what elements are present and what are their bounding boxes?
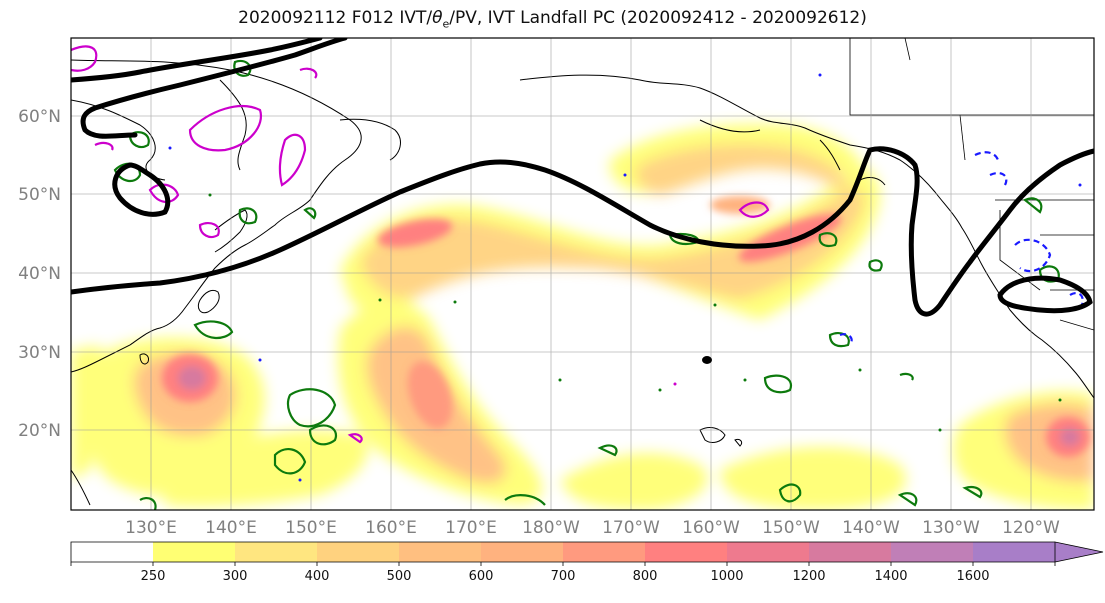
lon-label: 170°E	[445, 518, 497, 538]
lon-label: 150°W	[762, 518, 820, 538]
lon-label: 150°E	[285, 518, 337, 538]
map-frame	[70, 37, 1095, 511]
colorbar-segment	[809, 542, 892, 562]
lat-label: 20°N	[18, 421, 61, 441]
colorbar-label: 1200	[792, 569, 825, 584]
colorbar-segment	[399, 542, 482, 562]
lon-label: 130°W	[922, 518, 980, 538]
lat-label: 50°N	[18, 185, 61, 205]
colorbar-label: 1000	[710, 569, 743, 584]
colorbar-segment	[235, 542, 318, 562]
colorbar-extend-arrow	[1054, 541, 1104, 563]
theta-e-cold-contours	[839, 151, 1084, 346]
theta-e-warm-contours	[71, 45, 770, 444]
colorbar-segment	[891, 542, 974, 562]
lon-label: 140°W	[842, 518, 900, 538]
colorbar-label: 400	[305, 569, 330, 584]
colorbar-segment	[71, 542, 154, 562]
ivt-landfall-pc-contours	[71, 38, 1094, 364]
small-features	[168, 73, 1082, 482]
map-area	[71, 38, 1094, 510]
colorbar-label: 800	[633, 569, 658, 584]
colorbar-segment	[727, 542, 810, 562]
colorbar-label: 1400	[874, 569, 907, 584]
colorbar-label: 500	[387, 569, 412, 584]
longitude-labels: 130°E 140°E 150°E 160°E 170°E 180°W 170°…	[125, 518, 1060, 538]
map-title: 2020092112 F012 IVT/θe/PV, IVT Landfall …	[238, 8, 867, 31]
colorbar-label: 300	[223, 569, 248, 584]
colorbar-segment	[317, 542, 400, 562]
colorbar-label: 700	[551, 569, 576, 584]
colorbar-label: 250	[141, 569, 166, 584]
ivt-shading	[71, 123, 1094, 510]
colorbar-segment	[563, 542, 646, 562]
lon-label: 120°W	[1002, 518, 1060, 538]
lat-label: 60°N	[18, 107, 61, 127]
colorbar-segment	[645, 542, 728, 562]
coastlines	[71, 59, 1094, 506]
colorbar-segment	[153, 542, 236, 562]
lat-label: 30°N	[18, 343, 61, 363]
colorbar-label: 600	[469, 569, 494, 584]
lon-label: 160°W	[682, 518, 740, 538]
pv-contours	[113, 59, 1060, 510]
lon-label: 140°E	[205, 518, 257, 538]
lat-label: 40°N	[18, 264, 61, 284]
lon-label: 180°W	[522, 518, 580, 538]
latitude-labels: 60°N 50°N 40°N 30°N 20°N	[18, 107, 61, 441]
lon-label: 170°W	[602, 518, 660, 538]
colorbar-segment	[973, 542, 1056, 562]
colorbar-segment	[481, 542, 564, 562]
colorbar: 250 300 400 500 600 700 800 1000 1200 1400 1600	[70, 541, 1104, 584]
lon-label: 160°E	[365, 518, 417, 538]
colorbar-label: 1600	[956, 569, 989, 584]
lon-label: 130°E	[125, 518, 177, 538]
